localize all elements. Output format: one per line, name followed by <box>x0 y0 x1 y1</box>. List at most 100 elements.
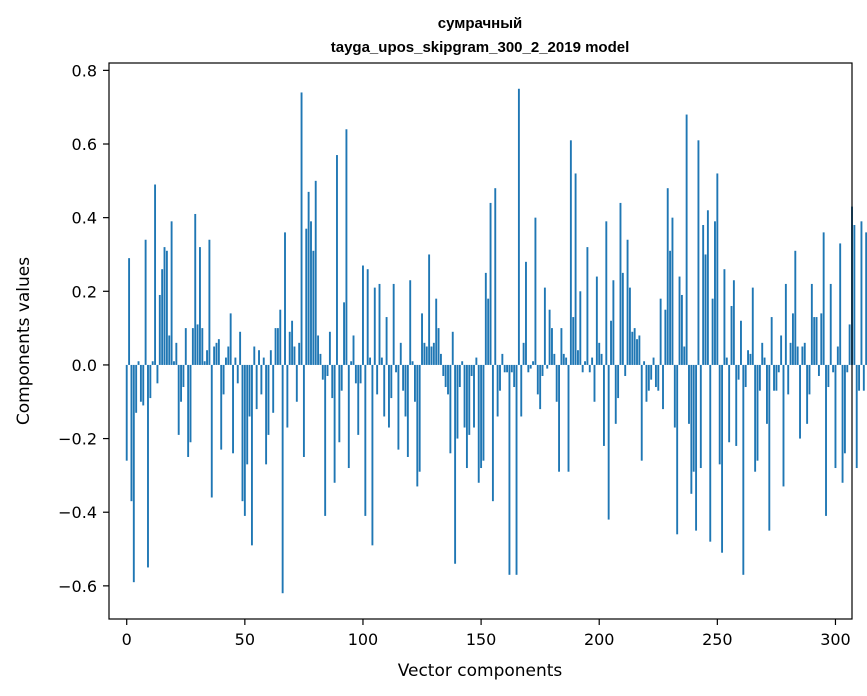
bar-53 <box>250 364 253 546</box>
bar-147 <box>473 364 475 428</box>
bar-196 <box>588 364 591 373</box>
bar-129 <box>430 346 433 365</box>
bar-84 <box>324 364 327 516</box>
bar-99 <box>359 364 362 384</box>
bar-119 <box>406 364 409 457</box>
bar-56 <box>258 350 260 365</box>
bar-253 <box>723 269 726 365</box>
bar-228 <box>664 309 667 365</box>
bar-153 <box>487 298 490 365</box>
bar-205 <box>610 320 612 365</box>
bar-247 <box>709 364 712 542</box>
bar-43 <box>227 346 230 365</box>
y-tick-label-7: 0.8 <box>72 61 97 80</box>
x-tick-label-250: 250 <box>702 630 733 649</box>
bar-55 <box>255 364 258 410</box>
bar-123 <box>416 364 419 487</box>
bar-238 <box>688 364 690 424</box>
y-tick-label-3: 0.0 <box>72 356 97 375</box>
x-tick-label-300: 300 <box>820 630 851 649</box>
bar-304 <box>843 364 846 454</box>
bar-19 <box>170 221 173 365</box>
bar-260 <box>740 320 742 365</box>
bar-248 <box>711 298 714 365</box>
bar-310 <box>858 364 861 391</box>
bar-10 <box>149 364 152 399</box>
bar-108 <box>380 357 383 365</box>
bar-282 <box>791 313 794 365</box>
bar-98 <box>357 364 360 435</box>
bar-45 <box>232 364 234 454</box>
bar-221 <box>647 364 650 391</box>
bar-199 <box>595 276 598 365</box>
bar-155 <box>491 364 494 502</box>
bar-66 <box>281 364 284 594</box>
y-tick-label-0: −0.6 <box>58 577 97 596</box>
bar-78 <box>310 221 312 365</box>
bar-251 <box>718 364 721 465</box>
bar-274 <box>773 364 775 391</box>
bar-27 <box>189 364 192 443</box>
bar-162 <box>508 364 511 575</box>
bars-group <box>125 88 867 594</box>
bar-204 <box>607 364 610 520</box>
bar-110 <box>385 317 388 365</box>
bar-120 <box>409 280 412 365</box>
bar-246 <box>706 210 709 365</box>
bar-206 <box>612 280 615 365</box>
bar-313 <box>865 232 867 365</box>
bar-158 <box>499 364 501 391</box>
bar-24 <box>182 364 185 388</box>
bar-254 <box>725 357 728 365</box>
bar-197 <box>591 357 594 365</box>
bar-272 <box>768 364 771 531</box>
bar-2 <box>130 364 133 502</box>
bar-81 <box>317 335 320 365</box>
bar-146 <box>470 364 473 376</box>
x-tick-label-200: 200 <box>584 630 615 649</box>
bar-126 <box>423 342 426 365</box>
bar-106 <box>376 364 379 395</box>
bar-269 <box>761 342 764 365</box>
bar-280 <box>787 364 790 395</box>
bar-44 <box>229 313 232 365</box>
bar-142 <box>461 361 464 365</box>
bar-26 <box>187 364 190 457</box>
bar-222 <box>650 364 653 380</box>
bar-49 <box>241 364 244 502</box>
bar-111 <box>388 364 390 428</box>
x-tick-label-100: 100 <box>348 630 379 649</box>
bar-23 <box>180 364 182 402</box>
bar-164 <box>513 364 516 388</box>
bar-173 <box>534 217 537 365</box>
bar-130 <box>432 342 435 365</box>
bar-211 <box>624 364 627 376</box>
bar-258 <box>735 364 738 446</box>
bar-83 <box>321 364 324 380</box>
bar-80 <box>314 180 317 365</box>
chart-title-line2: tayga_upos_skipgram_300_2_2019 model <box>331 39 630 56</box>
x-axis-label: Vector components <box>398 661 563 681</box>
bar-174 <box>536 364 539 395</box>
bar-91 <box>340 364 343 391</box>
bar-60 <box>267 364 270 435</box>
bar-298 <box>829 283 832 365</box>
bar-296 <box>825 364 827 516</box>
bar-156 <box>494 188 497 365</box>
bar-170 <box>527 364 530 373</box>
x-tick-label-0: 0 <box>122 630 132 649</box>
bar-87 <box>331 364 334 399</box>
bar-64 <box>276 328 279 365</box>
bar-6 <box>139 364 142 402</box>
bar-172 <box>532 361 535 365</box>
bar-85 <box>326 364 329 376</box>
bar-113 <box>392 283 395 365</box>
bar-15 <box>161 269 164 365</box>
bar-180 <box>551 328 553 365</box>
y-tick-label-4: 0.2 <box>72 282 97 301</box>
bar-198 <box>593 364 596 402</box>
bar-151 <box>482 364 485 461</box>
bar-65 <box>279 309 282 365</box>
bar-160 <box>503 364 506 373</box>
bar-302 <box>839 243 842 365</box>
